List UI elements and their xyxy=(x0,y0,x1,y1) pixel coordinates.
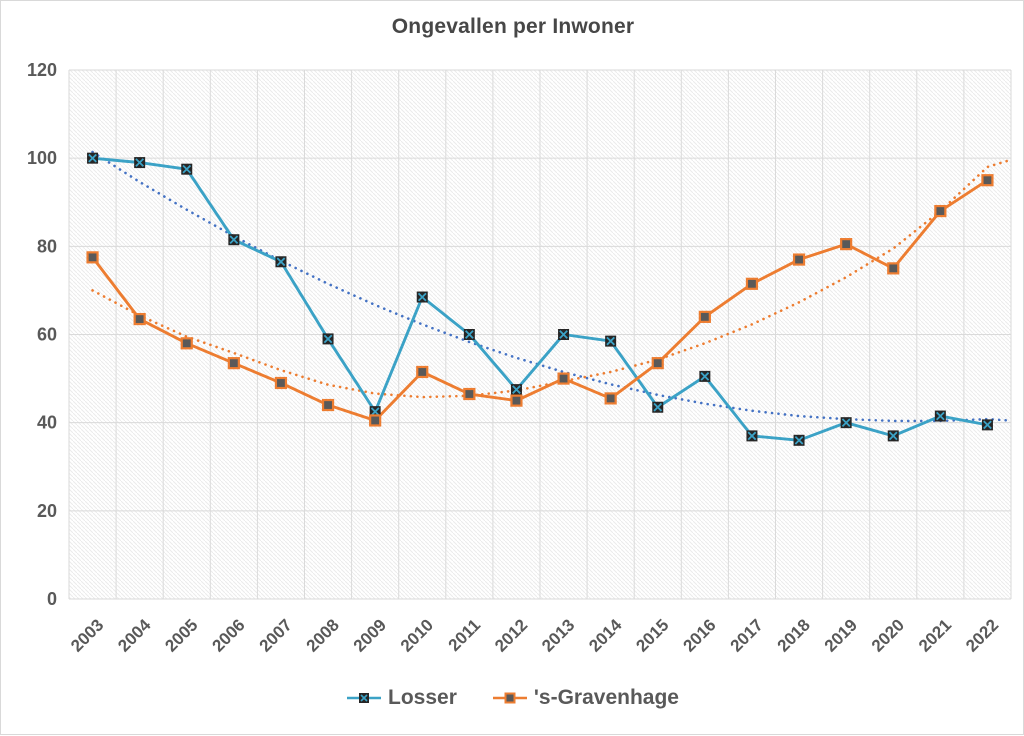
gravenhage-marker xyxy=(698,310,711,323)
gravenhage-marker xyxy=(274,376,288,390)
gravenhage-marker xyxy=(651,357,664,370)
trendline-gravenhage xyxy=(91,159,1011,399)
losser-marker-x xyxy=(512,385,521,394)
y-axis-tick-label: 0 xyxy=(47,589,57,609)
x-axis-tick-label: 2003 xyxy=(67,615,107,655)
x-axis-tick-label: 2008 xyxy=(303,615,343,655)
gravenhage-marker xyxy=(133,312,146,326)
gravenhage-marker xyxy=(557,372,570,385)
losser-marker-x xyxy=(465,330,474,339)
gravenhage-marker xyxy=(745,277,759,290)
legend-losser-marker-icon xyxy=(347,693,382,703)
series-line-gravenhage xyxy=(91,178,989,422)
losser-marker-x xyxy=(983,420,992,430)
losser-marker-x xyxy=(182,164,192,174)
losser-marker-x xyxy=(606,336,615,346)
x-axis-tick-label: 2012 xyxy=(491,615,531,655)
x-axis-tick-label: 2015 xyxy=(632,615,672,655)
losser-marker-x xyxy=(700,372,710,381)
gravenhage-marker xyxy=(887,262,900,275)
losser-marker-x xyxy=(936,411,945,421)
losser-marker-x xyxy=(888,431,898,441)
losser-marker-x xyxy=(747,431,757,441)
losser-marker-x xyxy=(841,418,851,428)
losser-marker-x xyxy=(794,435,804,445)
x-axis-tick-label: 2007 xyxy=(256,615,296,655)
y-axis-tick-label: 100 xyxy=(27,148,57,168)
gravenhage-marker xyxy=(840,238,853,251)
losser-marker-x xyxy=(323,334,333,344)
x-axis-tick-label: 2004 xyxy=(114,615,155,656)
losser-marker-x xyxy=(417,292,427,302)
x-axis-tick-label: 2006 xyxy=(208,615,248,655)
x-axis-tick-label: 2005 xyxy=(161,615,201,655)
losser-marker-x xyxy=(276,257,286,267)
x-axis-tick-label: 2009 xyxy=(350,615,390,655)
y-axis-tick-label: 80 xyxy=(37,236,57,256)
x-axis-tick-label: 2018 xyxy=(774,615,814,655)
chart-title: Ongevallen per Inwoner xyxy=(391,15,635,38)
x-axis-tick-label: 2014 xyxy=(585,615,626,656)
losser-marker-x xyxy=(370,407,380,416)
x-axis-tick-label: 2022 xyxy=(962,615,1002,655)
y-axis-tick-label: 120 xyxy=(27,60,57,80)
gravenhage-marker xyxy=(604,392,617,405)
gravenhage-marker xyxy=(981,174,994,187)
gravenhage-marker xyxy=(180,337,193,350)
legend-item-losser: Losser xyxy=(347,686,457,710)
gravenhage-marker xyxy=(792,253,806,266)
x-axis-tick-label: 2019 xyxy=(821,615,861,655)
losser-marker-x xyxy=(229,235,239,245)
legend-label-losser: Losser xyxy=(388,686,457,709)
x-axis-tick-label: 2010 xyxy=(397,615,437,655)
gravenhage-marker xyxy=(369,414,382,427)
gravenhage-marker xyxy=(416,365,429,379)
legend-label-gravenhage: 's-Gravenhage xyxy=(533,686,679,709)
gravenhage-marker xyxy=(463,387,476,401)
x-axis-tick-label: 2011 xyxy=(445,615,485,655)
losser-marker-x xyxy=(559,330,568,339)
series-line-losser xyxy=(91,156,989,442)
losser-marker-x xyxy=(135,158,144,167)
y-axis-tick-label: 60 xyxy=(37,325,57,345)
x-axis-tick-label: 2017 xyxy=(727,615,767,655)
y-axis-tick-label: 40 xyxy=(37,413,57,433)
losser-marker-x xyxy=(88,153,97,163)
legend-gravenhage-marker-icon xyxy=(492,692,527,704)
gravenhage-marker xyxy=(86,251,99,264)
x-axis-tick-label: 2013 xyxy=(538,615,578,655)
legend: Losser 's-Gravenhage xyxy=(1,686,1024,710)
gravenhage-marker xyxy=(934,204,947,218)
x-axis-tick-label: 2021 xyxy=(915,615,955,655)
legend-item-gravenhage: 's-Gravenhage xyxy=(492,686,679,710)
y-axis-tick-label: 20 xyxy=(37,501,57,521)
gravenhage-marker xyxy=(227,357,240,370)
x-axis-tick-label: 2020 xyxy=(868,615,908,655)
trendline-losser xyxy=(91,150,1011,423)
losser-marker-x xyxy=(653,402,663,412)
gravenhage-marker xyxy=(321,398,335,412)
gravenhage-marker xyxy=(510,394,523,407)
x-axis-tick-label: 2016 xyxy=(679,615,719,655)
